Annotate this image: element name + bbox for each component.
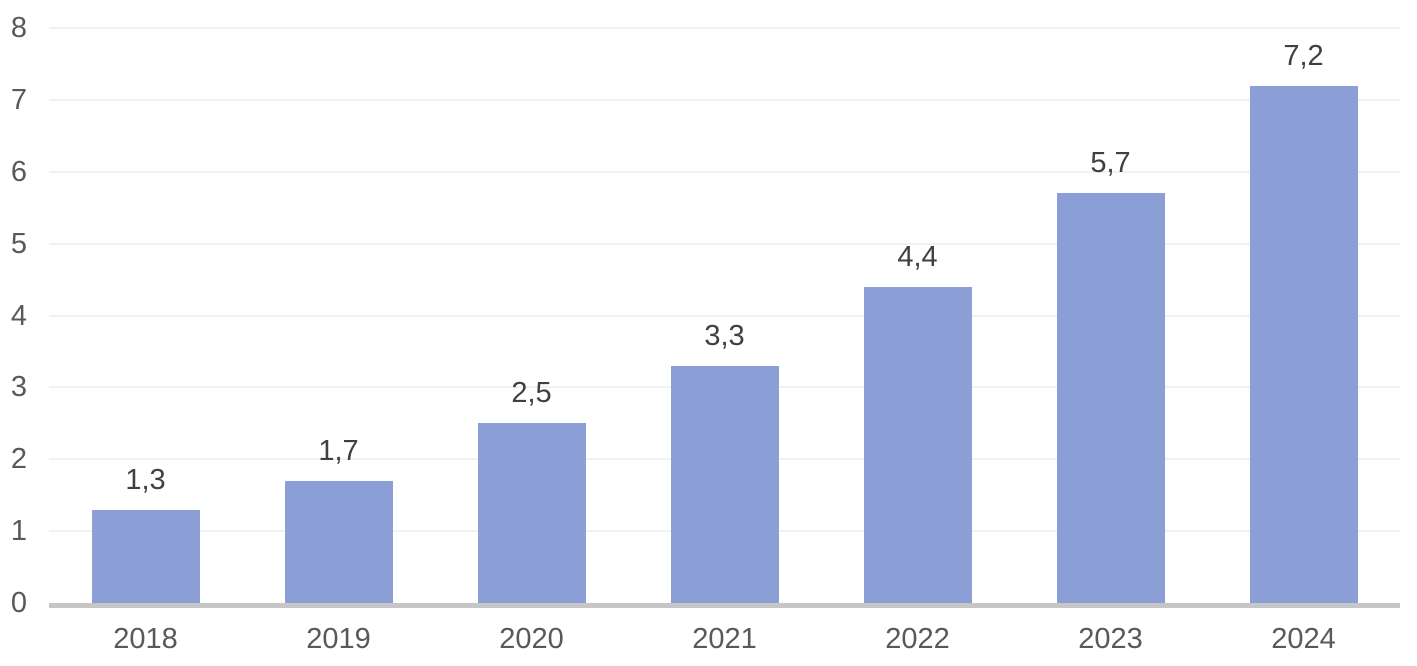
data-label-2023: 5,7 — [1090, 147, 1131, 180]
data-label-2024: 7,2 — [1283, 39, 1324, 72]
y-axis-tick-label: 7 — [10, 83, 28, 116]
y-axis-tick-label: 5 — [10, 227, 28, 260]
x-axis-tick-label-2019: 2019 — [306, 623, 371, 655]
x-axis-tick-label-2023: 2023 — [1078, 623, 1143, 655]
bar-2023 — [1056, 193, 1165, 603]
x-axis-tick-label-2020: 2020 — [499, 623, 564, 655]
y-axis-tick-label: 3 — [10, 371, 28, 404]
gridline — [49, 170, 1400, 173]
data-label-2018: 1,3 — [125, 463, 166, 496]
gridline — [49, 314, 1400, 317]
bar-2021 — [670, 365, 779, 603]
data-label-2021: 3,3 — [704, 319, 745, 352]
bar-2022 — [863, 286, 972, 603]
x-axis-tick-label-2021: 2021 — [692, 623, 757, 655]
data-label-2019: 1,7 — [318, 434, 359, 467]
gridline — [49, 242, 1400, 245]
y-axis-tick-label: 4 — [10, 299, 28, 332]
gridline — [49, 27, 1400, 29]
gridline — [49, 98, 1400, 101]
bar-2019 — [284, 480, 393, 603]
bar-2024 — [1249, 85, 1358, 603]
x-axis-tick-label-2022: 2022 — [885, 623, 950, 655]
y-axis-tick-label: 2 — [10, 443, 28, 476]
y-axis-tick-label: 8 — [10, 12, 28, 44]
y-axis-tick-label: 1 — [10, 515, 28, 548]
bar-2020 — [477, 423, 586, 603]
y-axis-tick-label: 0 — [10, 587, 28, 619]
data-label-2020: 2,5 — [511, 377, 552, 410]
x-axis-line — [49, 603, 1400, 608]
y-axis-tick-label: 6 — [10, 155, 28, 188]
bar-2018 — [91, 509, 200, 603]
x-axis-tick-label-2024: 2024 — [1271, 623, 1336, 655]
x-axis-tick-label-2018: 2018 — [113, 623, 178, 655]
data-label-2022: 4,4 — [897, 240, 938, 273]
